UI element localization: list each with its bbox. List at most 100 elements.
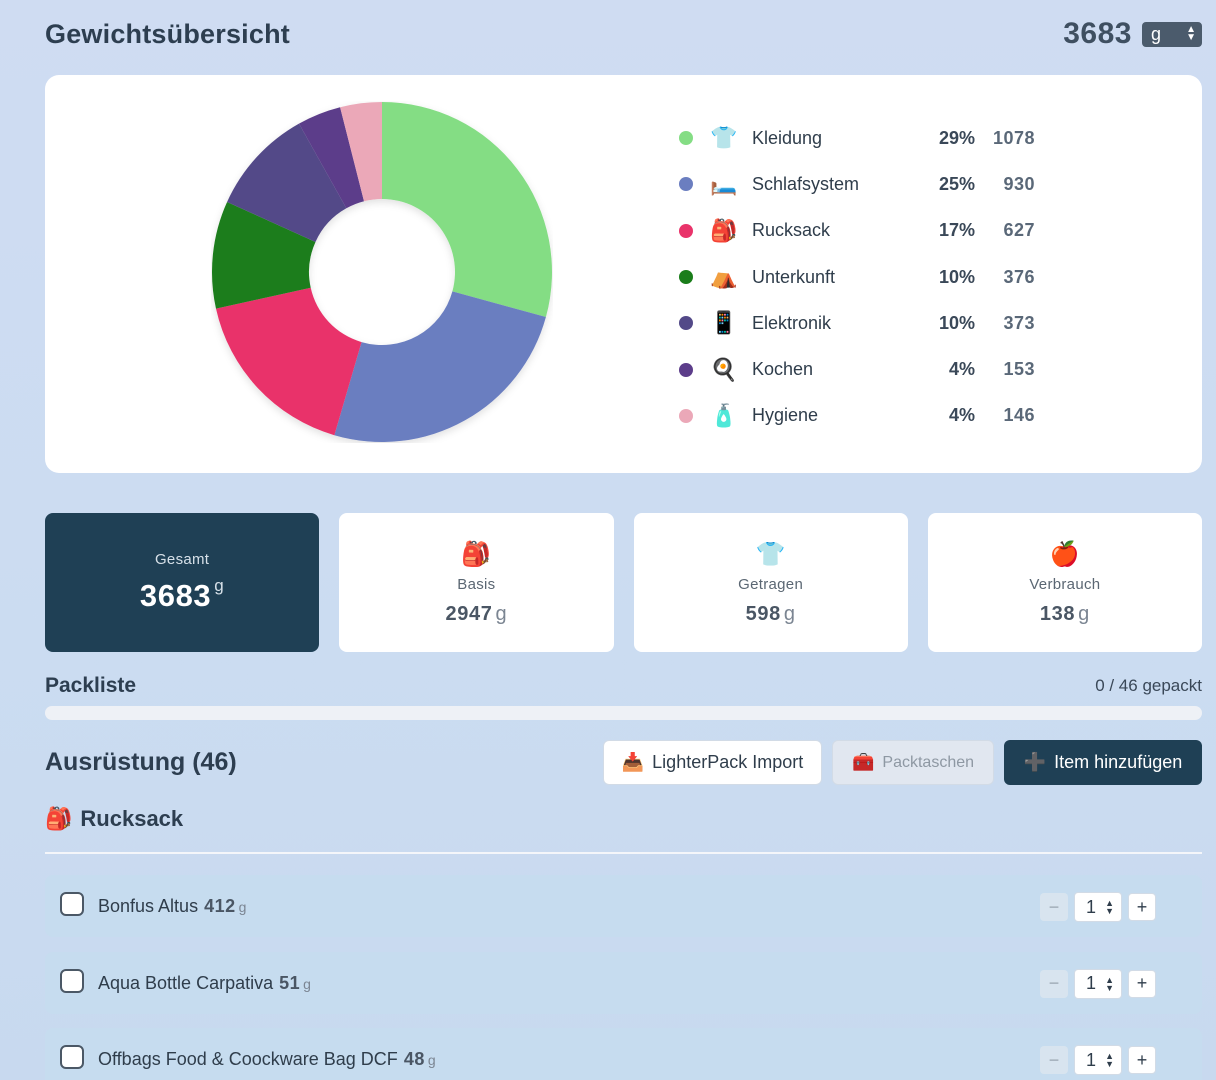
packed-checkbox[interactable] (60, 892, 84, 916)
legend-color-dot (679, 223, 693, 238)
item-name: Offbags Food & Coockware Bag DCF 48 g (98, 1049, 437, 1069)
inbox-tray-icon: 📥 (621, 752, 645, 772)
legend-label: Kochen (752, 359, 814, 380)
packed-checkbox[interactable] (60, 1045, 84, 1069)
donut-slice-kleidung[interactable] (382, 102, 552, 318)
quantity-input[interactable]: 1 ▲ ▼ (1074, 892, 1122, 922)
donut-slice-rucksack[interactable] (215, 287, 362, 436)
legend-color-dot (679, 131, 693, 146)
legend-percent: 17% (938, 220, 975, 241)
item-weight: 412 g (204, 896, 247, 916)
stat-label-verbrauch: Verbrauch (1029, 575, 1101, 593)
unit-select-value: g (1151, 23, 1162, 44)
legend-item: 🧴 Hygiene 4% 146 (677, 393, 1037, 439)
stat-value-verbrauch: 138 g (1039, 602, 1090, 625)
lotion-icon: 🧴 (710, 402, 738, 428)
packliste-header: Packliste 0 / 46 gepackt (45, 674, 1202, 698)
packed-checkbox[interactable] (60, 968, 84, 993)
list-item: Aqua Bottle Carpativa 51 g − 1 ▲ ▼ + (45, 951, 1202, 1014)
legend-percent: 10% (938, 312, 975, 333)
increase-quantity-button[interactable]: + (1128, 893, 1156, 921)
legend-item: 🍳 Kochen 4% 153 (677, 346, 1037, 392)
increase-quantity-button[interactable]: + (1128, 969, 1156, 998)
weight-stats: Gesamt 3683 g 🎒 Basis 2947 g 👕 Getragen 59… (45, 513, 1202, 652)
apple-icon: 🍎 (1049, 540, 1080, 568)
equipment-title: Ausrüstung (46) (45, 748, 237, 776)
quantity-stepper: − 1 ▲ ▼ + (1040, 968, 1156, 999)
spinner-icon: ▲ ▼ (1105, 1051, 1114, 1069)
legend-percent: 10% (938, 266, 975, 287)
legend-weight: 153 (1003, 359, 1035, 380)
legend-percent: 25% (938, 173, 975, 194)
legend-item: ⛺ Unterkunft 10% 376 (677, 254, 1037, 300)
legend-color-dot (679, 316, 693, 331)
packed-progress-bar (45, 706, 1202, 720)
category-title: Rucksack (80, 806, 184, 831)
chevron-updown-icon: ▲ ▼ (1186, 24, 1196, 43)
decrease-quantity-button[interactable]: − (1040, 969, 1068, 998)
donut-chart (212, 102, 552, 442)
category-header-rucksack: 🎒 Rucksack (45, 806, 183, 832)
list-item: Offbags Food & Coockware Bag DCF 48 g − 1 ▲… (45, 1028, 1202, 1080)
list-item: Bonfus Altus 412 g − 1 ▲ ▼ + (45, 875, 1202, 937)
stat-value-basis: 2947 g (445, 602, 508, 625)
donut-slice-kochen[interactable] (298, 107, 365, 209)
quantity-stepper: − 1 ▲ ▼ + (1040, 1045, 1156, 1075)
legend-item: 🛏️ Schlafsystem 25% 930 (677, 161, 1037, 207)
packliste-title: Packliste (45, 674, 137, 697)
item-name: Aqua Bottle Carpativa 51 g (98, 972, 312, 993)
legend-item: 👕 Kleidung 29% 1078 (677, 115, 1037, 161)
legend-item: 📱 Elektronik 10% 373 (677, 300, 1037, 346)
legend-percent: 4% (948, 359, 975, 380)
plus-icon: ➕ (1023, 752, 1047, 772)
quantity-input[interactable]: 1 ▲ ▼ (1074, 968, 1122, 999)
total-weight-value: 3683 (1063, 17, 1132, 50)
stat-value-getragen: 598 g (745, 602, 796, 625)
backpack-icon: 🎒 (461, 540, 492, 568)
spinner-icon: ▲ ▼ (1105, 974, 1114, 993)
shirt-icon: 👕 (710, 125, 738, 151)
donut-slice-unterkunft[interactable] (212, 202, 316, 309)
legend-color-dot (679, 408, 693, 423)
category-divider (45, 852, 1202, 854)
packtaschen-button[interactable]: 🧰 Packtaschen (832, 740, 994, 785)
item-name: Bonfus Altus 412 g (98, 896, 247, 916)
legend-label: Unterkunft (752, 266, 836, 287)
lighterpack-import-label: LighterPack Import (652, 752, 804, 772)
quantity-stepper: − 1 ▲ ▼ + (1040, 892, 1156, 922)
item-list: Bonfus Altus 412 g − 1 ▲ ▼ + Aqua Bottle Car… (45, 875, 1202, 1080)
decrease-quantity-button[interactable]: − (1040, 893, 1068, 921)
weight-chart-card: 👕 Kleidung 29% 1078 🛏️ Schlafsystem 25% 930 🎒 Ruc… (45, 75, 1202, 473)
stat-card-basis: 🎒 Basis 2947 g (339, 513, 614, 652)
backpack-icon: 🎒 (710, 217, 738, 243)
donut-slice-hygiene[interactable] (340, 102, 382, 202)
unit-select[interactable]: g ▲ ▼ (1142, 21, 1202, 47)
legend-label: Kleidung (752, 127, 823, 148)
tent-icon: ⛺ (710, 264, 738, 290)
legend-percent: 29% (938, 127, 975, 148)
lighterpack-import-button[interactable]: 📥 LighterPack Import (603, 740, 822, 785)
legend-weight: 146 (1003, 405, 1035, 426)
total-weight: 3683 g ▲ ▼ (1063, 17, 1202, 51)
item-weight: 48 g (403, 1049, 437, 1069)
item-weight: 51 g (279, 972, 312, 993)
legend-percent: 4% (948, 405, 975, 426)
donut-slice-elektronik[interactable] (227, 123, 347, 242)
legend-color-dot (679, 362, 693, 377)
stat-card-verbrauch: 🍎 Verbrauch 138 g (927, 513, 1202, 652)
add-item-button[interactable]: ➕ Item hinzufügen (1004, 740, 1202, 785)
legend-label: Schlafsystem (752, 173, 860, 194)
phone-icon: 📱 (710, 310, 738, 336)
increase-quantity-button[interactable]: + (1128, 1046, 1156, 1074)
donut-slice-schlafsystem[interactable] (334, 291, 546, 442)
header: Gewichtsübersicht 3683 g ▲ ▼ (45, 14, 1202, 54)
equipment-header: Ausrüstung (46) 📥 LighterPack Import 🧰 P… (45, 740, 1202, 785)
decrease-quantity-button[interactable]: − (1040, 1046, 1068, 1074)
quantity-input[interactable]: 1 ▲ ▼ (1074, 1045, 1122, 1075)
legend-weight: 930 (1003, 173, 1035, 194)
packtaschen-label: Packtaschen (882, 753, 975, 771)
chart-legend: 👕 Kleidung 29% 1078 🛏️ Schlafsystem 25% 930 🎒 Ruc… (677, 115, 1037, 439)
legend-label: Rucksack (752, 220, 831, 241)
stat-label-gesamt: Gesamt (154, 551, 210, 568)
legend-weight: 373 (1003, 312, 1035, 333)
